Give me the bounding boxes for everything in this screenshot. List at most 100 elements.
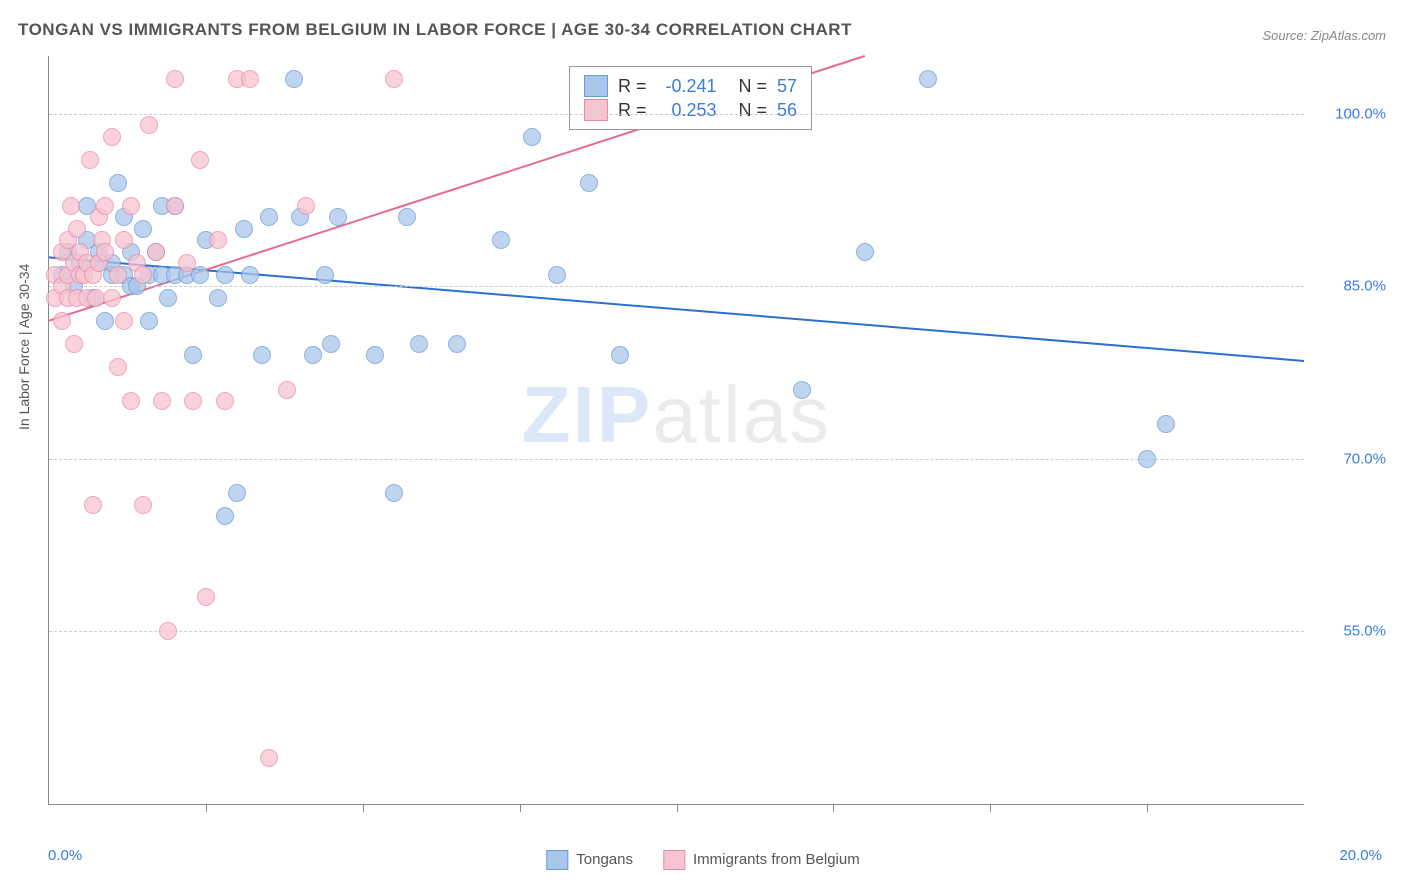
data-point-belgium: [297, 197, 315, 215]
data-point-belgium: [241, 70, 259, 88]
swatch-tongans: [584, 75, 608, 97]
watermark-bold: ZIP: [522, 370, 652, 459]
data-point-tongans: [322, 335, 340, 353]
gridline: [49, 459, 1304, 460]
data-point-tongans: [216, 266, 234, 284]
data-point-tongans: [793, 381, 811, 399]
data-point-belgium: [191, 151, 209, 169]
data-point-belgium: [140, 116, 158, 134]
data-point-tongans: [398, 208, 416, 226]
data-point-belgium: [184, 392, 202, 410]
gridline: [49, 631, 1304, 632]
data-point-tongans: [316, 266, 334, 284]
n-label: N =: [739, 76, 768, 97]
y-tick-label: 100.0%: [1335, 105, 1386, 122]
data-point-tongans: [228, 484, 246, 502]
data-point-tongans: [1157, 415, 1175, 433]
data-point-belgium: [166, 70, 184, 88]
data-point-belgium: [109, 266, 127, 284]
data-point-belgium: [62, 197, 80, 215]
data-point-belgium: [197, 588, 215, 606]
legend: Tongans Immigrants from Belgium: [546, 850, 859, 870]
x-tick: [990, 804, 991, 812]
data-point-tongans: [260, 208, 278, 226]
y-tick-label: 85.0%: [1343, 278, 1386, 295]
x-tick: [520, 804, 521, 812]
plot-area: ZIPatlas R = -0.241 N = 57R = 0.253 N = 56: [48, 56, 1304, 805]
data-point-belgium: [134, 496, 152, 514]
data-point-tongans: [241, 266, 259, 284]
data-point-belgium: [84, 496, 102, 514]
data-point-tongans: [385, 484, 403, 502]
legend-swatch-tongans: [546, 850, 568, 870]
x-tick: [1147, 804, 1148, 812]
legend-label: Tongans: [576, 851, 633, 868]
data-point-belgium: [115, 231, 133, 249]
data-point-belgium: [122, 392, 140, 410]
data-point-tongans: [235, 220, 253, 238]
data-point-belgium: [278, 381, 296, 399]
x-tick: [363, 804, 364, 812]
data-point-belgium: [159, 622, 177, 640]
swatch-belgium: [584, 99, 608, 121]
data-point-tongans: [366, 346, 384, 364]
data-point-tongans: [856, 243, 874, 261]
y-tick-label: 70.0%: [1343, 450, 1386, 467]
chart-title: TONGAN VS IMMIGRANTS FROM BELGIUM IN LAB…: [18, 20, 852, 40]
data-point-belgium: [103, 289, 121, 307]
data-point-belgium: [216, 392, 234, 410]
data-point-tongans: [159, 289, 177, 307]
data-point-tongans: [140, 312, 158, 330]
legend-swatch-belgium: [663, 850, 685, 870]
x-tick: [206, 804, 207, 812]
data-point-belgium: [178, 254, 196, 272]
data-point-belgium: [147, 243, 165, 261]
data-point-tongans: [96, 312, 114, 330]
data-point-tongans: [410, 335, 428, 353]
source-attribution: Source: ZipAtlas.com: [1262, 28, 1386, 43]
r-label: R =: [618, 100, 647, 121]
corr-row-belgium: R = 0.253 N = 56: [584, 99, 797, 121]
correlation-box: R = -0.241 N = 57R = 0.253 N = 56: [569, 66, 812, 130]
corr-row-tongans: R =-0.241N =57: [584, 75, 797, 97]
n-label: N =: [739, 100, 768, 121]
data-point-tongans: [253, 346, 271, 364]
x-tick: [677, 804, 678, 812]
x-axis-min-label: 0.0%: [48, 847, 82, 864]
data-point-tongans: [216, 507, 234, 525]
r-value: 0.253: [657, 100, 717, 121]
n-value: 56: [777, 100, 797, 121]
data-point-tongans: [1138, 450, 1156, 468]
x-tick: [833, 804, 834, 812]
data-point-belgium: [153, 392, 171, 410]
n-value: 57: [777, 76, 797, 97]
data-point-belgium: [385, 70, 403, 88]
data-point-belgium: [53, 312, 71, 330]
data-point-tongans: [448, 335, 466, 353]
data-point-tongans: [329, 208, 347, 226]
legend-item-belgium: Immigrants from Belgium: [663, 850, 860, 870]
data-point-tongans: [134, 220, 152, 238]
data-point-belgium: [115, 312, 133, 330]
data-point-belgium: [166, 197, 184, 215]
data-point-belgium: [134, 266, 152, 284]
data-point-tongans: [580, 174, 598, 192]
data-point-tongans: [109, 174, 127, 192]
data-point-tongans: [209, 289, 227, 307]
data-point-belgium: [65, 335, 83, 353]
data-point-tongans: [611, 346, 629, 364]
legend-item-tongans: Tongans: [546, 850, 633, 870]
data-point-belgium: [209, 231, 227, 249]
data-point-tongans: [285, 70, 303, 88]
gridline: [49, 286, 1304, 287]
data-point-belgium: [96, 243, 114, 261]
data-point-belgium: [81, 151, 99, 169]
r-value: -0.241: [657, 76, 717, 97]
y-tick-label: 55.0%: [1343, 623, 1386, 640]
watermark: ZIPatlas: [522, 369, 831, 461]
data-point-tongans: [492, 231, 510, 249]
regression-line-tongans: [49, 257, 1304, 361]
x-axis-max-label: 20.0%: [1339, 847, 1382, 864]
data-point-tongans: [548, 266, 566, 284]
data-point-belgium: [109, 358, 127, 376]
